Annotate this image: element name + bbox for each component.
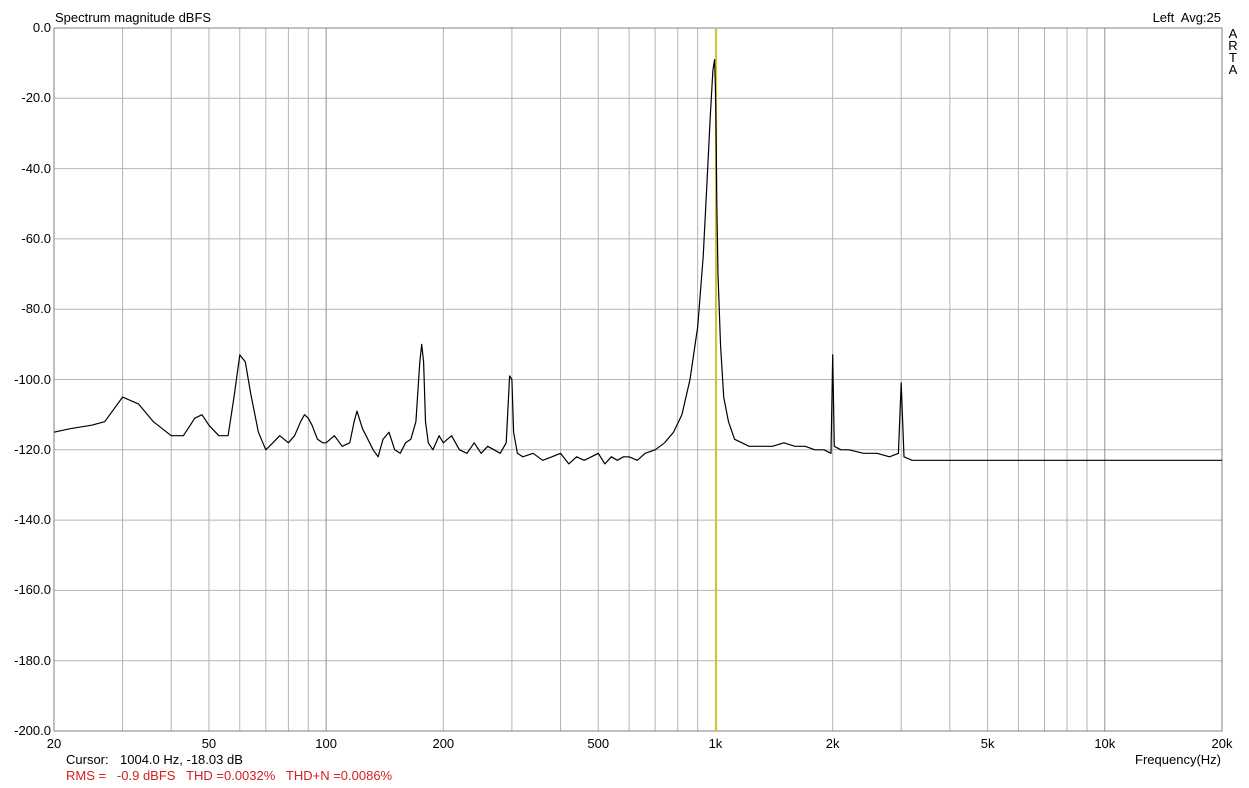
x-tick-label: 2k [825,736,840,751]
y-tick-label: -20.0 [21,90,51,106]
grid-horizontal-lines [54,27,1222,732]
y-tick-label: 0.0 [32,20,51,35]
logo-letter: R [1228,38,1238,53]
y-tick-label: -180.0 [14,652,51,668]
cursor-label: Cursor: [66,752,109,767]
x-axis-unit-label: Frequency(Hz) [1135,752,1221,767]
rms-thd-stats: RMS = -0.9 dBFS THD =0.0032% THD+N =0.00… [66,768,393,783]
x-tick-label: 100 [315,736,337,751]
y-tick-label: -40.0 [21,160,51,176]
logo-letter: A [1228,26,1238,41]
arta-logo: A R T A [1227,26,1239,77]
channel-average-info: Left Avg:25 [1152,10,1221,25]
spectrum-trace [53,58,1222,465]
y-tick-label: -160.0 [14,582,51,598]
x-tick-label: 5k [980,736,995,751]
x-tick-label: 200 [432,736,455,751]
plot-frame [53,27,1223,732]
x-tick-label: 50 [201,736,217,751]
y-tick-label: -80.0 [21,301,51,317]
grid-vertical-lines [122,28,1106,731]
x-tick-label: 500 [587,736,610,751]
logo-letter: A [1228,62,1238,77]
x-tick-label: 20 [46,736,62,751]
y-tick-label: -140.0 [14,512,51,528]
y-tick-label: -60.0 [21,230,51,246]
cursor-readout: 1004.0 Hz, -18.03 dB [120,752,243,767]
logo-letter: T [1229,50,1237,65]
x-tick-label: 20k [1211,736,1233,751]
y-tick-label: -100.0 [14,371,51,387]
x-tick-label: 10k [1094,736,1116,751]
x-tick-label: 1k [708,736,723,751]
y-tick-label: -200.0 [14,723,51,738]
y-tick-label: -120.0 [14,441,51,457]
chart-title: Spectrum magnitude dBFS [55,10,212,25]
